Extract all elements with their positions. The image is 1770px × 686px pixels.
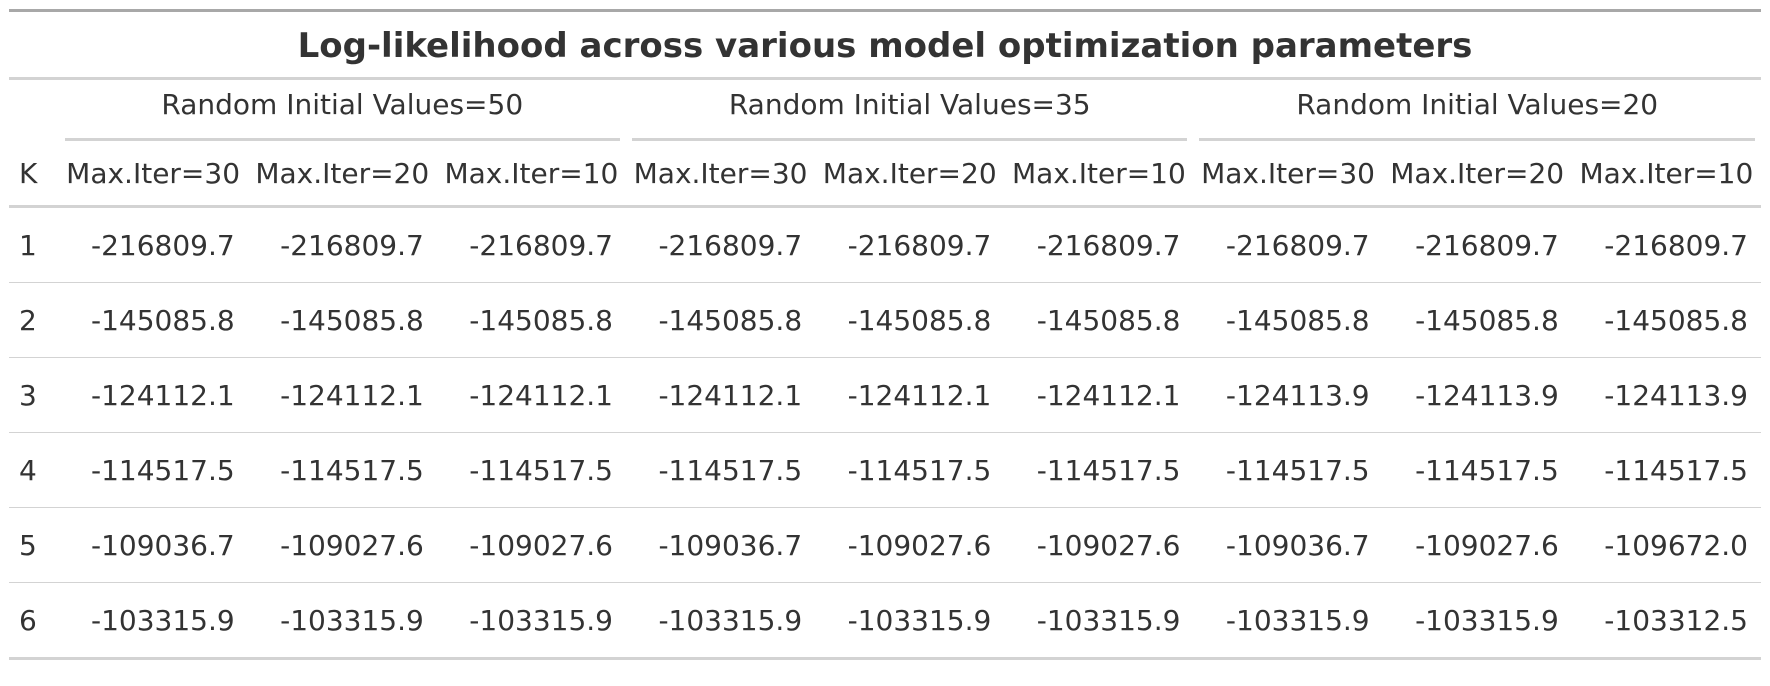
table-cell: -124112.1 bbox=[626, 357, 816, 433]
table-cell: -114517.5 bbox=[58, 432, 248, 508]
table-cell: -216809.7 bbox=[436, 206, 626, 283]
table-cell: -145085.8 bbox=[1571, 282, 1761, 358]
table-cell: -145085.8 bbox=[247, 282, 437, 358]
table-cell: -124112.1 bbox=[436, 357, 626, 433]
table-cell: -124112.1 bbox=[58, 357, 248, 433]
log-likelihood-table-container: Log-likelihood across various model opti… bbox=[9, 9, 1761, 660]
table-cell: -109027.6 bbox=[436, 507, 626, 583]
table-cell: -114517.5 bbox=[1571, 432, 1761, 508]
table-cell: -109027.6 bbox=[815, 507, 1005, 583]
column-header: Max.Iter=10 bbox=[1004, 141, 1194, 208]
table-cell: -216809.7 bbox=[1382, 206, 1572, 283]
table-cell: -124112.1 bbox=[247, 357, 437, 433]
spanner-label: Random Initial Values=20 bbox=[1296, 88, 1659, 121]
k-cell: 3 bbox=[9, 357, 59, 433]
table-cell: -124113.9 bbox=[1193, 357, 1383, 433]
spanner-group-1: Random Initial Values=50 bbox=[59, 79, 626, 141]
table-row: 2 -145085.8 -145085.8 -145085.8 -145085.… bbox=[9, 282, 1761, 358]
table-cell: -216809.7 bbox=[247, 206, 437, 283]
column-header: Max.Iter=30 bbox=[626, 141, 816, 208]
table-cell: -216809.7 bbox=[626, 206, 816, 283]
table-cell: -145085.8 bbox=[626, 282, 816, 358]
k-cell: 6 bbox=[9, 582, 59, 660]
column-header: Max.Iter=20 bbox=[1382, 141, 1572, 208]
table-cell: -145085.8 bbox=[1193, 282, 1383, 358]
table-cell: -145085.8 bbox=[58, 282, 248, 358]
column-header-k: K bbox=[9, 141, 59, 208]
spanner-row: Random Initial Values=50 Random Initial … bbox=[9, 79, 1761, 142]
log-likelihood-table: Log-likelihood across various model opti… bbox=[9, 12, 1761, 660]
k-cell: 5 bbox=[9, 507, 59, 583]
table-cell: -103315.9 bbox=[626, 582, 816, 660]
spanner-label: Random Initial Values=50 bbox=[161, 88, 524, 121]
table-top-border bbox=[9, 9, 1761, 12]
spanner-group-3: Random Initial Values=20 bbox=[1193, 79, 1761, 141]
table-cell: -109027.6 bbox=[1004, 507, 1194, 583]
table-title: Log-likelihood across various model opti… bbox=[9, 12, 1761, 80]
table-cell: -109027.6 bbox=[1382, 507, 1572, 583]
spanner-group-2: Random Initial Values=35 bbox=[626, 79, 1193, 141]
k-cell: 2 bbox=[9, 282, 59, 358]
table-cell: -216809.7 bbox=[1571, 206, 1761, 283]
table-cell: -114517.5 bbox=[247, 432, 437, 508]
table-row: 6 -103315.9 -103315.9 -103315.9 -103315.… bbox=[9, 582, 1761, 660]
table-cell: -124113.9 bbox=[1382, 357, 1572, 433]
spanner-label: Random Initial Values=35 bbox=[728, 88, 1091, 121]
table-cell: -114517.5 bbox=[626, 432, 816, 508]
table-cell: -114517.5 bbox=[815, 432, 1005, 508]
table-cell: -114517.5 bbox=[1004, 432, 1194, 508]
table-cell: -216809.7 bbox=[1193, 206, 1383, 283]
table-cell: -216809.7 bbox=[58, 206, 248, 283]
table-row: 5 -109036.7 -109027.6 -109027.6 -109036.… bbox=[9, 507, 1761, 583]
column-header: Max.Iter=30 bbox=[58, 141, 248, 208]
table-cell: -109036.7 bbox=[58, 507, 248, 583]
table-cell: -145085.8 bbox=[436, 282, 626, 358]
table-body: 1 -216809.7 -216809.7 -216809.7 -216809.… bbox=[9, 206, 1761, 660]
table-cell: -103315.9 bbox=[247, 582, 437, 660]
table-cell: -114517.5 bbox=[436, 432, 626, 508]
table-cell: -103315.9 bbox=[436, 582, 626, 660]
table-cell: -109027.6 bbox=[247, 507, 437, 583]
table-cell: -103315.9 bbox=[58, 582, 248, 660]
spanner-empty-cell bbox=[9, 79, 59, 142]
table-cell: -124113.9 bbox=[1571, 357, 1761, 433]
table-cell: -103312.5 bbox=[1571, 582, 1761, 660]
column-header: Max.Iter=20 bbox=[247, 141, 437, 208]
column-header: Max.Iter=10 bbox=[1571, 141, 1761, 208]
k-cell: 1 bbox=[9, 206, 59, 283]
table-cell: -145085.8 bbox=[1382, 282, 1572, 358]
title-row: Log-likelihood across various model opti… bbox=[9, 12, 1761, 80]
k-cell: 4 bbox=[9, 432, 59, 508]
spanner-rule bbox=[64, 138, 620, 141]
table-cell: -109036.7 bbox=[1193, 507, 1383, 583]
table-row: 4 -114517.5 -114517.5 -114517.5 -114517.… bbox=[9, 432, 1761, 508]
table-cell: -145085.8 bbox=[1004, 282, 1194, 358]
table-cell: -145085.8 bbox=[815, 282, 1005, 358]
table-row: 1 -216809.7 -216809.7 -216809.7 -216809.… bbox=[9, 206, 1761, 283]
table-cell: -109672.0 bbox=[1571, 507, 1761, 583]
table-cell: -124112.1 bbox=[1004, 357, 1194, 433]
table-cell: -103315.9 bbox=[1382, 582, 1572, 660]
table-cell: -109036.7 bbox=[626, 507, 816, 583]
table-cell: -216809.7 bbox=[815, 206, 1005, 283]
column-header-row: K Max.Iter=30 Max.Iter=20 Max.Iter=10 Ma… bbox=[9, 141, 1761, 208]
table-cell: -216809.7 bbox=[1004, 206, 1194, 283]
table-cell: -103315.9 bbox=[815, 582, 1005, 660]
table-cell: -103315.9 bbox=[1004, 582, 1194, 660]
spanner-rule bbox=[632, 138, 1188, 141]
column-header: Max.Iter=10 bbox=[436, 141, 626, 208]
table-cell: -124112.1 bbox=[815, 357, 1005, 433]
table-cell: -114517.5 bbox=[1193, 432, 1383, 508]
table-row: 3 -124112.1 -124112.1 -124112.1 -124112.… bbox=[9, 357, 1761, 433]
column-header: Max.Iter=30 bbox=[1193, 141, 1383, 208]
column-header: Max.Iter=20 bbox=[815, 141, 1005, 208]
spanner-rule bbox=[1199, 138, 1755, 141]
table-cell: -114517.5 bbox=[1382, 432, 1572, 508]
table-cell: -103315.9 bbox=[1193, 582, 1383, 660]
